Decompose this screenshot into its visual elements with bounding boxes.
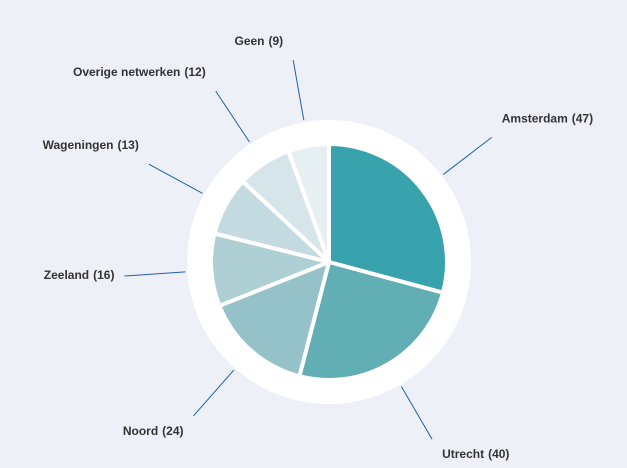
leader-line [443,136,493,175]
pie-slice [217,260,331,379]
slice-category: Amsterdam [502,112,568,126]
slice-category: Geen [234,34,264,48]
slice-label: Utrecht (40) [442,447,509,461]
slice-label: Noord (24) [123,424,184,438]
leader-line [400,386,433,440]
slice-category: Zeeland [44,268,89,282]
slice-category: Utrecht [442,447,484,461]
pie-slice [286,142,331,264]
slice-label: Overige netwerken (12) [73,65,206,79]
slice-value-label: (16) [93,268,114,282]
leader-line [292,60,305,121]
slice-label: Geen (9) [234,34,283,48]
leader-line [124,271,186,277]
leader-line [148,163,203,194]
slice-category: Wageningen [43,138,114,152]
leader-line [215,90,250,143]
slice-label: Amsterdam (47) [502,112,593,126]
slice-category: Overige netwerken [73,65,180,79]
slice-value-label: (24) [162,424,183,438]
slice-category: Noord [123,424,158,438]
slice-value-label: (13) [118,138,139,152]
slice-label: Zeeland (16) [44,268,115,282]
slice-value-label: (9) [269,34,284,48]
slice-value-label: (40) [488,447,509,461]
leader-line [193,369,235,417]
slice-label: Wageningen (13) [43,138,139,152]
slice-value-label: (12) [184,65,205,79]
pie-slice [297,260,445,382]
slice-value-label: (47) [572,112,593,126]
pie-slice [327,142,449,295]
